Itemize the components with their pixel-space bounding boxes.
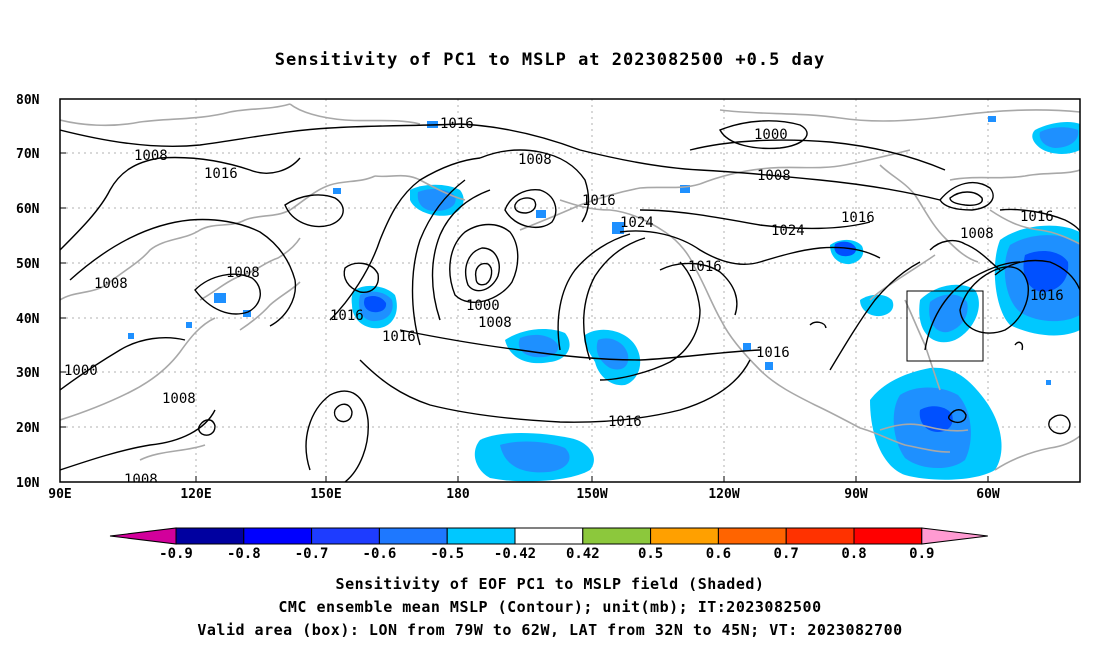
contour-label: 1008: [757, 168, 791, 184]
contour-label: 1016: [841, 210, 875, 226]
contour-label: 1000: [64, 363, 98, 379]
lat-label: 50N: [16, 257, 40, 272]
colorbar-label: -0.6: [363, 546, 397, 562]
colorbar-swatch: [921, 527, 988, 545]
sensitivity-shading: [128, 116, 1080, 482]
plot-frame: [59, 98, 1081, 483]
contour-label: 1008: [478, 315, 512, 331]
contour-label: 1016: [608, 414, 642, 430]
contour-label: 1016: [204, 166, 238, 182]
contour-label: 1008: [134, 148, 168, 164]
colorbar-label: 0.6: [706, 546, 731, 562]
colorbar-label: -0.42: [494, 546, 536, 562]
lat-label: 10N: [16, 476, 40, 491]
lon-label: 90W: [844, 487, 868, 502]
coastlines: [60, 103, 1080, 471]
gridlines: [60, 99, 1080, 482]
lat-label: 30N: [16, 366, 40, 381]
map-plot: 1016 1000 1008 1016 1008 1016 1008 1024 …: [16, 93, 1081, 502]
contour-label: 1024: [620, 215, 654, 231]
colorbar-swatch: [785, 527, 855, 545]
lon-label: 90E: [48, 487, 71, 502]
colorbar-label: 0.7: [774, 546, 799, 562]
lon-label: 120E: [180, 487, 211, 502]
colorbar-label: 0.9: [909, 546, 934, 562]
map-title: Sensitivity of PC1 to MSLP at 2023082500…: [274, 50, 826, 70]
colorbar-swatch: [311, 527, 380, 545]
colorbar-swatch: [717, 527, 787, 545]
axis-ticks: [60, 98, 989, 483]
colorbar-swatch: [446, 527, 516, 545]
lon-label: 120W: [708, 487, 739, 502]
contour-label: 1016: [688, 259, 722, 275]
mslp-contours: [60, 120, 1080, 482]
colorbar-label: -0.7: [295, 546, 329, 562]
lat-label: 40N: [16, 312, 40, 327]
colorbar-swatch: [853, 527, 923, 545]
contour-label: 1000: [466, 298, 500, 314]
colorbar-label: -0.5: [430, 546, 464, 562]
colorbar: -0.9 -0.8 -0.7 -0.6 -0.5 -0.42 0.42 0.5 0.6 0.7 0.…: [109, 527, 988, 562]
contour-label: 1008: [162, 391, 196, 407]
colorbar-label: -0.8: [227, 546, 261, 562]
caption-line-1: Sensitivity of EOF PC1 to MSLP field (Sh…: [335, 575, 765, 593]
contour-label: 1016: [440, 116, 474, 132]
colorbar-swatch: [175, 527, 245, 545]
lon-label: 150W: [576, 487, 607, 502]
caption-line-3: Valid area (box): LON from 79W to 62W, L…: [197, 621, 903, 639]
contour-label: 1016: [1020, 209, 1054, 225]
lat-label: 70N: [16, 147, 40, 162]
colorbar-swatch: [243, 527, 313, 545]
valid-area-box: [906, 290, 984, 362]
colorbar-swatch: [378, 527, 448, 545]
latitude-labels: 80N 70N 60N 50N 40N 30N 20N 10N: [16, 93, 40, 491]
contour-label: 1008: [124, 472, 158, 488]
contour-label: 1008: [226, 265, 260, 281]
colorbar-swatch: [514, 527, 584, 545]
contour-label: 1000: [754, 127, 788, 143]
colorbar-swatch: [582, 527, 652, 545]
contour-label: 1008: [94, 276, 128, 292]
lat-label: 80N: [16, 93, 40, 108]
contour-label: 1016: [330, 308, 364, 324]
contour-label: 1024: [771, 223, 805, 239]
contour-label: 1016: [756, 345, 790, 361]
contour-label: 1008: [518, 152, 552, 168]
lat-label: 20N: [16, 421, 40, 436]
caption-line-2: CMC ensemble mean MSLP (Contour); unit(m…: [278, 598, 822, 616]
contour-label: 1016: [382, 329, 416, 345]
lon-label: 60W: [976, 487, 1000, 502]
lon-label: 180: [446, 487, 470, 502]
lat-label: 60N: [16, 202, 40, 217]
lon-label: 150E: [310, 487, 341, 502]
colorbar-swatch: [109, 527, 177, 545]
longitude-labels: 90E 120E 150E 180 150W 120W 90W 60W: [48, 487, 1000, 502]
contour-label: 1016: [582, 193, 616, 209]
contour-label: 1016: [1030, 288, 1064, 304]
colorbar-label: 0.8: [841, 546, 866, 562]
colorbar-label: -0.9: [159, 546, 193, 562]
colorbar-label: 0.5: [638, 546, 663, 562]
colorbar-labels: -0.9 -0.8 -0.7 -0.6 -0.5 -0.42 0.42 0.5 0.6 0.7 0.…: [159, 546, 934, 562]
contour-label: 1008: [960, 226, 994, 242]
colorbar-swatch: [650, 527, 719, 545]
colorbar-label: 0.42: [566, 546, 600, 562]
contour-labels: 1016 1000 1008 1016 1008 1016 1008 1024 …: [64, 116, 1064, 488]
colorbar-swatches: [109, 527, 988, 545]
